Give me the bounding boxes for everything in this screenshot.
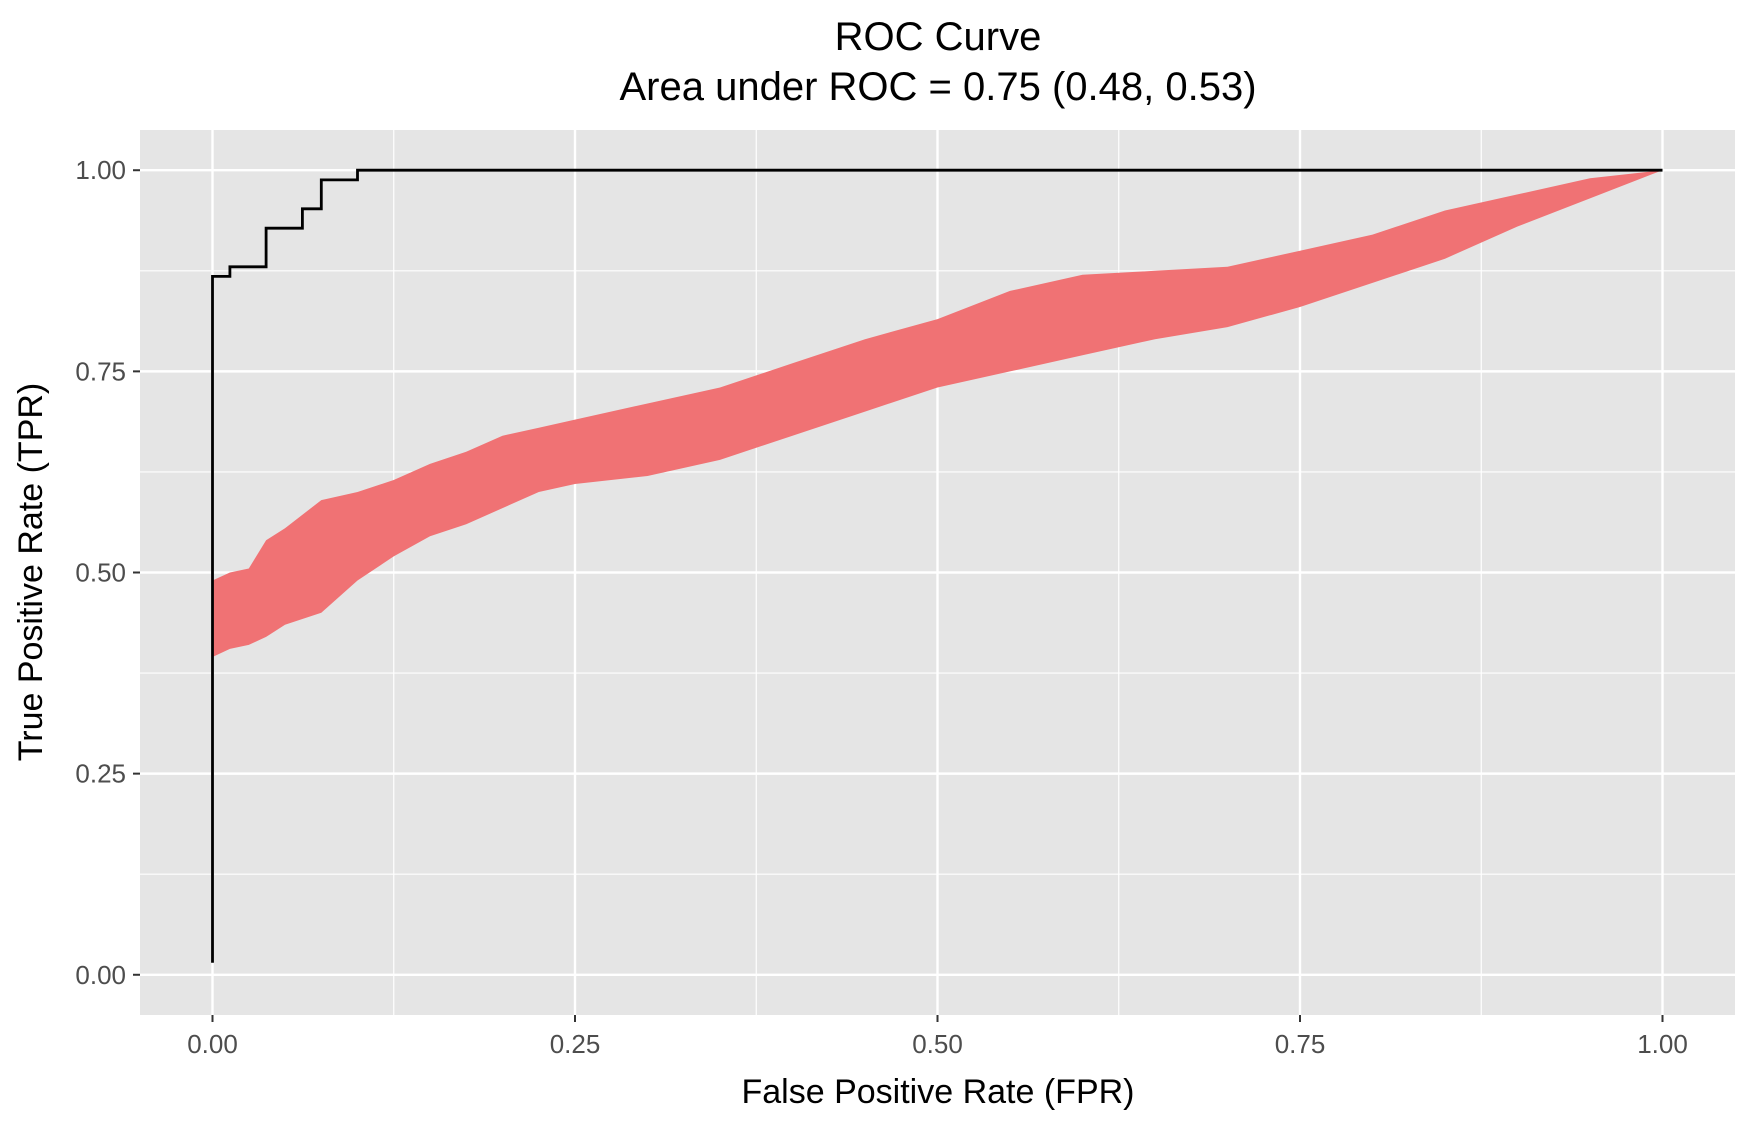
roc-curve-line — [211, 168, 1663, 963]
x-tick-label: 0.75 — [1275, 1029, 1326, 1059]
x-axis: 0.00 0.25 0.50 0.75 1.00 — [187, 1015, 1688, 1059]
y-tick-label: 0.25 — [75, 759, 126, 789]
y-tick-label: 1.00 — [75, 155, 126, 185]
x-tick-label: 1.00 — [1637, 1029, 1688, 1059]
x-tick-label: 0.25 — [550, 1029, 601, 1059]
x-tick-label: 0.50 — [912, 1029, 963, 1059]
y-tick-label: 0.00 — [75, 960, 126, 990]
chart-title: ROC Curve — [835, 15, 1042, 59]
confidence-band — [212, 170, 1663, 657]
y-tick-label: 0.75 — [75, 356, 126, 386]
y-axis-title: True Positive Rate (TPR) — [12, 383, 50, 762]
confidence-band-layer — [212, 170, 1663, 657]
chart-subtitle: Area under ROC = 0.75 (0.48, 0.53) — [619, 65, 1256, 109]
y-tick-label: 0.50 — [75, 558, 126, 588]
x-axis-title: False Positive Rate (FPR) — [742, 1073, 1135, 1111]
roc-line-layer — [211, 168, 1663, 963]
x-tick-label: 0.00 — [187, 1029, 238, 1059]
y-axis: 0.00 0.25 0.50 0.75 1.00 — [75, 155, 140, 990]
